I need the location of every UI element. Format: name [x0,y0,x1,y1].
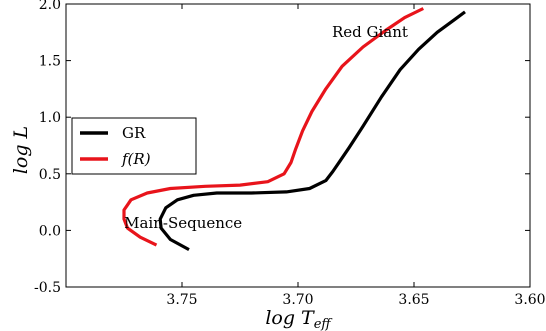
series-line-fr [122,7,425,247]
x-axis-title: log Teff [265,307,333,331]
y-tick-label: 0.0 [39,223,61,239]
legend: GR f(R) [71,117,197,175]
axis-ticks [66,3,531,288]
y-tick-label: -0.5 [34,280,61,296]
y-tick-label: 0.5 [39,167,61,183]
y-axis-title: log L [10,126,32,174]
series-line-gr [158,10,466,252]
y-tick-label: 2.0 [39,0,61,13]
x-tick-label: 3.65 [398,292,429,308]
x-axis-title-main: log T [265,307,315,329]
y-tick-label: 1.5 [39,54,61,70]
x-axis-title-sub: eff [314,317,334,331]
x-tick-label: 3.60 [514,292,545,308]
series-layer [122,7,466,252]
annotation-red-giant: Red Giant [332,23,408,41]
x-tick-label: 3.75 [166,292,197,308]
y-axis-title-text: log L [10,126,32,174]
tick-labels: 3.75 3.70 3.65 3.60 -0.5 0.0 0.5 1.0 1.5 2.0 [34,0,546,308]
legend-label-fr: f(R) [121,150,151,168]
legend-label-gr: GR [122,124,146,142]
y-tick-label: 1.0 [39,110,61,126]
x-tick-label: 3.70 [282,292,313,308]
legend-box [71,117,197,175]
annotation-main-sequence: Main-Sequence [124,214,242,232]
annotations: Red Giant Main-Sequence [124,23,408,232]
